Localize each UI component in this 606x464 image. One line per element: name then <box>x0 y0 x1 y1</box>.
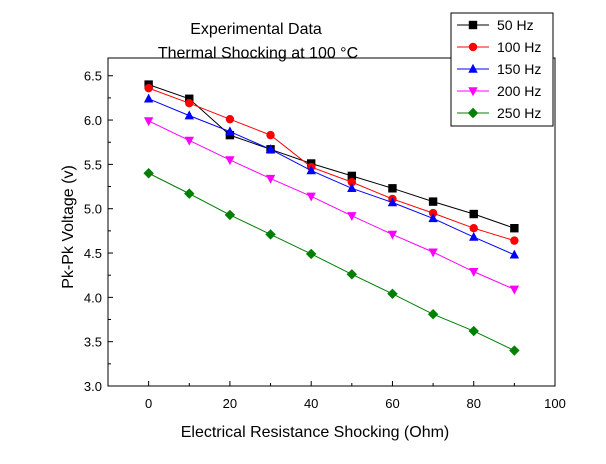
data-point <box>184 110 194 120</box>
series-line <box>148 84 515 229</box>
data-point <box>144 83 153 93</box>
data-point <box>427 308 439 320</box>
x-tick-label: 60 <box>385 396 399 411</box>
data-point <box>266 130 275 140</box>
data-point <box>225 156 235 166</box>
data-point <box>387 230 398 240</box>
legend-label: 100 Hz <box>497 39 541 55</box>
data-point <box>305 248 317 260</box>
data-point <box>225 126 235 136</box>
data-point <box>347 212 357 221</box>
series-250-hz <box>143 168 520 356</box>
data-point <box>265 229 276 240</box>
legend-marker <box>468 87 478 97</box>
data-point <box>347 177 357 187</box>
data-point <box>346 269 358 280</box>
plot-frame <box>107 57 556 387</box>
y-tick-label: 5.5 <box>84 157 102 172</box>
data-point <box>265 144 276 154</box>
data-point <box>387 197 398 207</box>
data-point <box>510 224 519 233</box>
data-point <box>347 183 357 193</box>
data-point <box>225 114 235 124</box>
data-point <box>428 248 438 258</box>
legend-marker <box>468 20 478 30</box>
y-tick-label: 4.5 <box>84 246 102 261</box>
plot-axes: 0 20 40 60 80 100 3.0 3.5 4.0 4.5 5.0 5.5 6.0 6.5 <box>84 57 566 411</box>
data-point <box>509 285 520 295</box>
x-tick-label: 80 <box>466 396 480 411</box>
data-point <box>185 99 194 108</box>
legend-marker <box>468 63 478 73</box>
legend-entry: 200 Hz <box>457 83 541 99</box>
chart-title: Experimental Data Thermal Shocking at 10… <box>158 21 358 62</box>
y-tick-label: 5.0 <box>84 202 102 217</box>
series-line <box>148 120 515 290</box>
data-point <box>428 208 438 218</box>
x-tick-label: 100 <box>544 396 566 411</box>
legend-marker <box>468 42 478 52</box>
legend-entry: 150 Hz <box>457 61 541 77</box>
x-tick-label: 0 <box>145 396 152 411</box>
y-tick-label: 6.0 <box>84 113 102 128</box>
legend-entry: 100 Hz <box>457 39 541 55</box>
series-layer <box>143 80 520 356</box>
data-point <box>509 249 520 259</box>
legend-entry: 250 Hz <box>457 105 541 121</box>
series-200-hz <box>143 117 520 295</box>
data-point <box>185 94 194 103</box>
data-point <box>184 136 194 146</box>
y-tick-label: 3.5 <box>84 335 102 350</box>
legend-label: 200 Hz <box>497 83 541 99</box>
chart-title-line-1: Experimental Data <box>190 21 322 38</box>
legend-label: 150 Hz <box>497 61 541 77</box>
data-point <box>306 165 316 175</box>
chart-title-line-2: Thermal Shocking at 100 °C <box>158 45 358 62</box>
data-point <box>143 168 154 179</box>
x-axis-label: Electrical Resistance Shocking (Ohm) <box>181 424 450 441</box>
series-150-hz <box>143 93 520 259</box>
data-point <box>428 213 438 223</box>
y-tick-label: 4.0 <box>84 290 102 305</box>
data-point <box>143 117 154 127</box>
legend-marker <box>467 107 479 119</box>
series-100-hz <box>144 83 519 245</box>
legend-label: 250 Hz <box>497 105 541 121</box>
data-point <box>224 209 236 221</box>
data-point <box>509 345 520 356</box>
data-point <box>347 171 357 181</box>
data-point <box>184 188 195 199</box>
x-tick-label: 40 <box>304 396 318 411</box>
series-line <box>148 98 515 256</box>
x-tick-label: 20 <box>223 396 237 411</box>
data-point <box>388 184 397 193</box>
data-point <box>143 93 154 103</box>
series-line <box>148 172 515 351</box>
data-point <box>468 325 479 337</box>
data-point <box>510 236 519 245</box>
data-point <box>469 231 479 241</box>
data-point <box>469 224 478 233</box>
data-point <box>387 288 398 300</box>
legend: 50 Hz 100 Hz 150 Hz 200 Hz 250 Hz <box>450 12 554 127</box>
y-axis-label: Pk-Pk Voltage (v) <box>60 165 77 289</box>
data-point <box>469 267 479 277</box>
data-point <box>469 209 478 219</box>
legend-entry: 50 Hz <box>457 17 534 33</box>
legend-label: 50 Hz <box>497 17 534 33</box>
data-point <box>265 174 276 184</box>
y-tick-label: 6.5 <box>84 69 102 84</box>
y-tick-label: 3.0 <box>84 379 102 394</box>
data-point <box>428 197 438 206</box>
series-line <box>148 87 515 242</box>
data-point <box>306 192 316 202</box>
